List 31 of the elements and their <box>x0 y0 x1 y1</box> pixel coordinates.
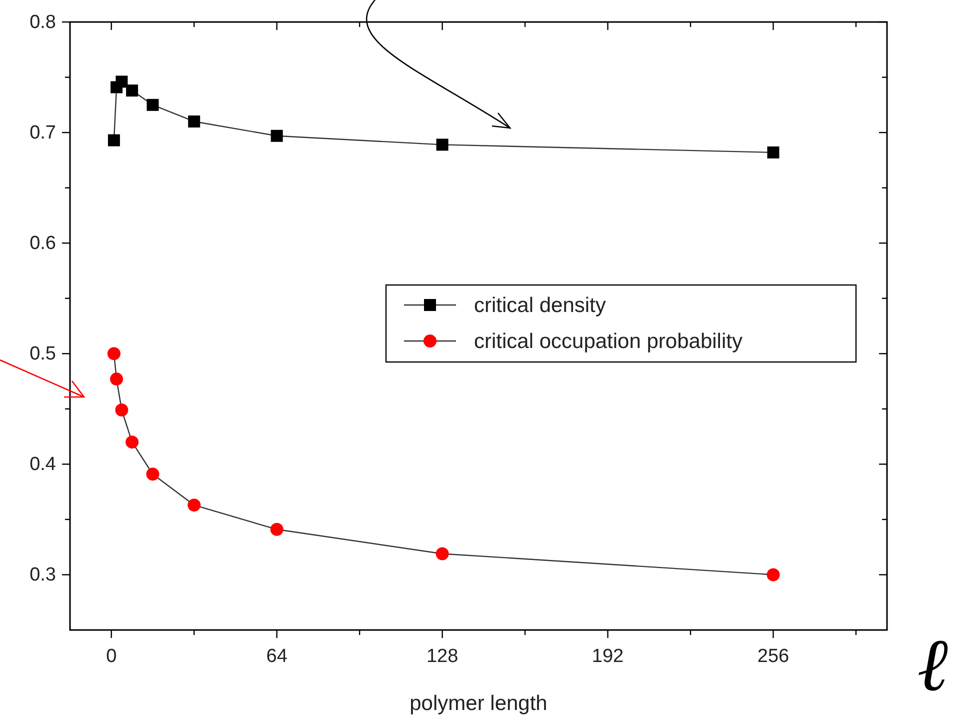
point <box>110 372 124 386</box>
point <box>270 522 284 536</box>
point <box>146 468 160 481</box>
point <box>108 134 120 146</box>
point <box>126 436 139 449</box>
x-tick-label: 192 <box>592 646 624 667</box>
point <box>115 404 128 417</box>
x-tick-label: 0 <box>106 646 117 667</box>
point <box>188 115 200 128</box>
y-tick-label: 0.6 <box>30 233 56 254</box>
y-tick-label: 0.3 <box>30 564 56 586</box>
point <box>126 84 138 97</box>
y-tick-label: 0.5 <box>30 344 56 365</box>
legend-label: critical occupation probability <box>474 330 743 353</box>
point <box>766 568 780 582</box>
x-axis-title: polymer length <box>410 692 548 715</box>
x-tick-label: 256 <box>757 646 790 667</box>
y-tick-label: 0.8 <box>30 12 56 33</box>
point <box>107 347 120 360</box>
x-tick-label: 128 <box>426 646 458 667</box>
point <box>767 146 780 158</box>
point <box>146 98 159 111</box>
legend-label: critical density <box>474 294 606 317</box>
x-tick-label: 64 <box>266 646 288 667</box>
text: ℓ <box>917 622 948 708</box>
y-tick-label: 0.7 <box>30 122 56 144</box>
point <box>436 138 448 151</box>
point <box>436 547 449 560</box>
y-tick-label: 0.4 <box>30 454 56 476</box>
point <box>188 498 201 512</box>
point <box>270 130 283 142</box>
